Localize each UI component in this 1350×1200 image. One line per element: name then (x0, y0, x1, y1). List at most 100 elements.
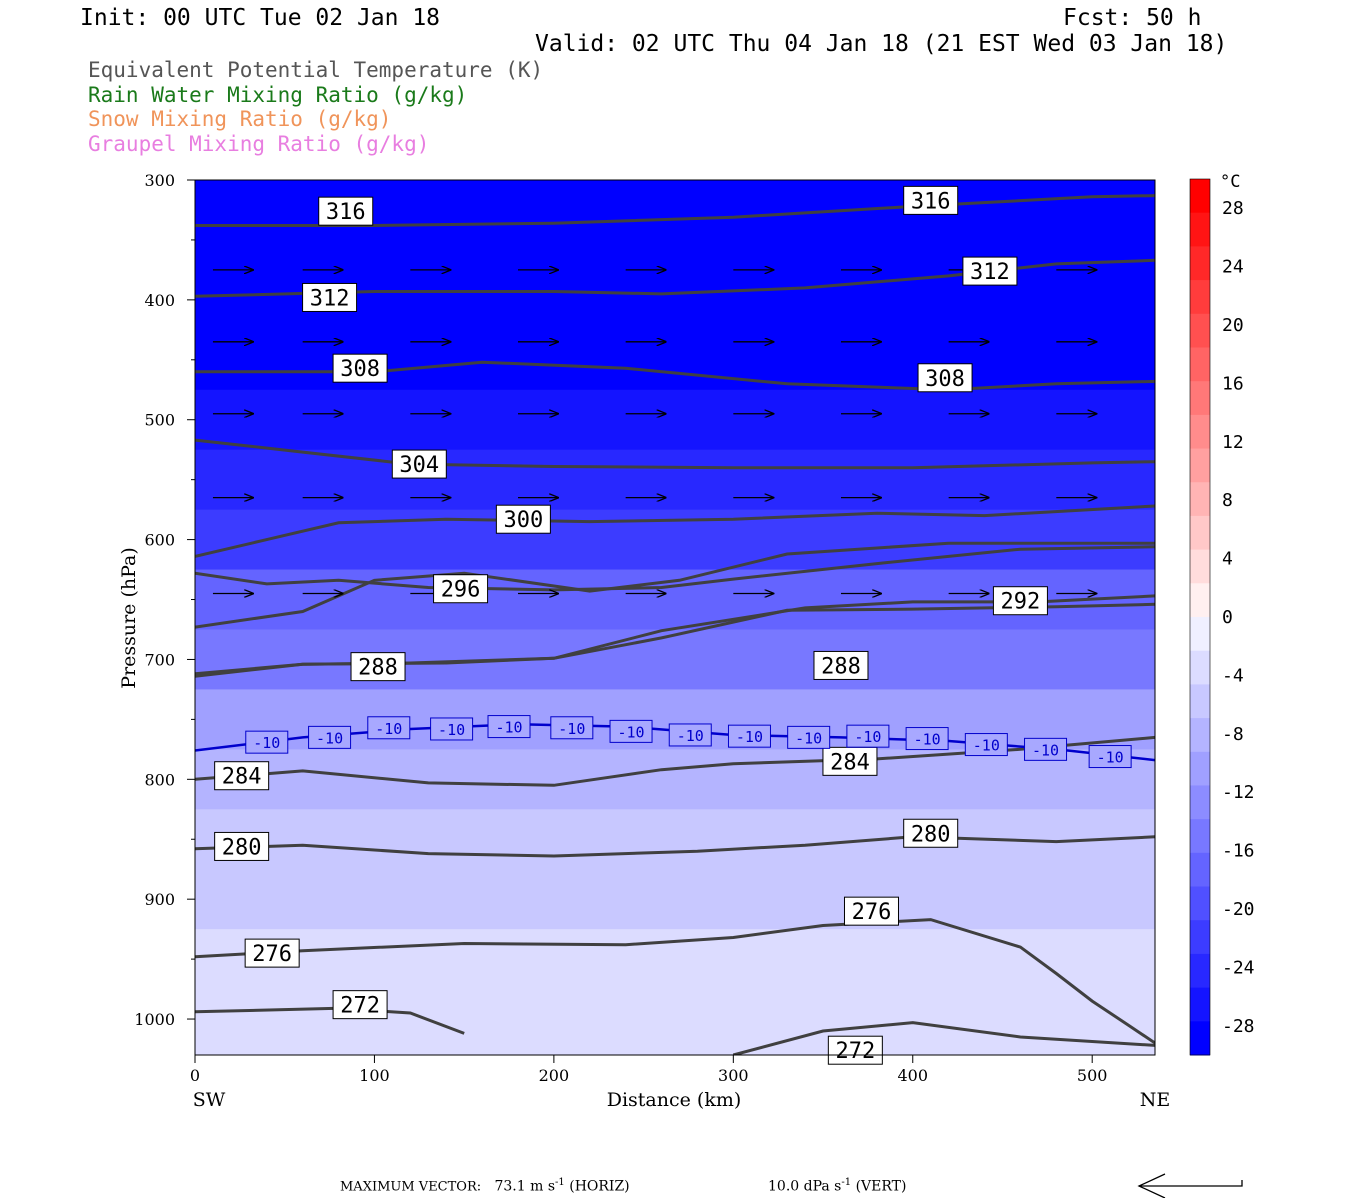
isotherm-label-box (308, 725, 352, 749)
colorbar-tick-label: 0 (1222, 607, 1233, 628)
isotherm-label: -10 (914, 731, 941, 749)
colorbar-tick-label: 8 (1222, 490, 1233, 511)
colorbar-tick-label: -24 (1222, 957, 1255, 978)
theta-e-label-box (495, 504, 551, 534)
theta-e-label-box (903, 818, 959, 848)
theta-e-label-box (244, 938, 300, 968)
theta-e-label-box (992, 586, 1048, 616)
isotherm-label: -10 (495, 719, 522, 737)
isotherm-label: -10 (677, 727, 704, 745)
isotherm-label-box (245, 730, 289, 754)
theta-e-label: 304 (399, 453, 439, 478)
theta-e-contour (195, 835, 1155, 858)
temperature-band (195, 869, 1155, 930)
theta-e-label-box (843, 896, 899, 926)
colorbar-tick-label: 20 (1222, 315, 1244, 336)
colorbar-segment (1190, 852, 1210, 888)
isotherm-label-box (430, 717, 474, 741)
isotherm-label: -10 (795, 729, 822, 747)
colorbar-segment (1190, 684, 1210, 719)
theta-e-label-box (391, 449, 447, 479)
x-tick-label: 200 (539, 1066, 570, 1085)
isotherm-label-box (550, 716, 594, 740)
colorbar-unit: °C (1220, 172, 1240, 192)
theta-e-label-box (827, 1035, 883, 1065)
theta-e-contour (195, 438, 1155, 470)
colorbar-tick-label: 12 (1222, 432, 1244, 453)
theta-e-label: 280 (222, 835, 262, 860)
theta-e-label: 312 (970, 260, 1010, 285)
colorbar-segment (1190, 515, 1210, 551)
init-time: Init: 00 UTC Tue 02 Jan 18 (80, 5, 441, 31)
isotherm-label: -10 (973, 737, 1000, 755)
x-tick-label: 400 (897, 1066, 928, 1085)
colorbar-segment (1190, 785, 1210, 820)
colorbar-segment (1190, 650, 1210, 685)
ne-label: NE (1140, 1089, 1171, 1111)
colorbar-segment (1190, 381, 1210, 416)
temperature-band (195, 389, 1155, 451)
theta-e-label-box (214, 761, 270, 791)
y-tick-label: 900 (144, 890, 175, 909)
temperature-band (195, 749, 1155, 810)
theta-e-label-box (302, 282, 358, 312)
x-axis-label: Distance (km) (607, 1089, 742, 1111)
theta-e-label: 284 (222, 765, 262, 790)
colorbar-tick-label: -20 (1222, 899, 1255, 920)
isotherm-label: -10 (438, 721, 465, 739)
isotherm-label-box (787, 725, 831, 749)
theta-e-contour (195, 504, 1155, 558)
theta-e-label: 300 (503, 508, 543, 533)
valid-time: Valid: 02 UTC Thu 04 Jan 18 (21 EST Wed … (535, 31, 1228, 57)
colorbar-frame (1189, 178, 1211, 1056)
temperature-band (195, 449, 1155, 511)
theta-e-label-box (822, 746, 878, 776)
colorbar-segment (1190, 886, 1210, 921)
colorbar-tick-label: -28 (1222, 1016, 1255, 1037)
sw-label: SW (193, 1089, 226, 1111)
legend-snow: Snow Mixing Ratio (g/kg) (88, 107, 392, 131)
isotherm-label-box (668, 723, 712, 747)
max-vector-label: MAXIMUM VECTOR: (340, 1179, 482, 1195)
y-tick-label: 1000 (134, 1010, 175, 1029)
vert-vector-caption: 10.0 dPa s-1 (VERT) (768, 1177, 906, 1195)
theta-e-label: 272 (340, 994, 380, 1019)
isotherm-label: -10 (316, 729, 343, 747)
isotherm-label-box (1024, 737, 1068, 761)
x-tick-label: 100 (359, 1066, 390, 1085)
forecast-hour: Fcst: 50 h (1063, 5, 1202, 31)
colorbar-segment (1190, 347, 1210, 382)
isotherm-label: -10 (558, 720, 585, 738)
x-tick-label: 300 (718, 1066, 749, 1085)
vert-vector-unit: (VERT) (855, 1178, 907, 1195)
legend-theta-e: Equivalent Potential Temperature (K) (88, 58, 544, 82)
isotherm-label-box (727, 724, 771, 748)
isotherm-label-box (905, 727, 949, 751)
colorbar-segment (1190, 179, 1210, 214)
theta-e-label: 316 (326, 200, 366, 225)
theta-e-label: 284 (830, 750, 870, 775)
y-tick-label: 400 (144, 291, 175, 310)
colorbar-tick-label: -4 (1222, 665, 1244, 686)
colorbar-tick-label: 16 (1222, 373, 1244, 394)
temperature-band (195, 929, 1155, 990)
legend-graupel: Graupel Mixing Ratio (g/kg) (88, 132, 430, 156)
theta-e-label-box (332, 353, 388, 383)
isotherm-label-box (964, 733, 1008, 757)
legend-rain-water: Rain Water Mixing Ratio (g/kg) (88, 83, 468, 107)
colorbar-tick-label: 24 (1222, 257, 1244, 278)
theta-e-label: 308 (925, 367, 965, 392)
colorbar-segment (1190, 920, 1210, 955)
theta-e-label-box (813, 650, 869, 680)
theta-e-label: 288 (821, 654, 861, 679)
colorbar-tick-label: -12 (1222, 782, 1255, 803)
max-vector-caption: MAXIMUM VECTOR: 73.1 m s-1 (HORIZ) (340, 1177, 630, 1195)
colorbar-segment (1190, 583, 1210, 618)
theta-e-label: 276 (252, 942, 292, 967)
colorbar-tick-label: 4 (1222, 549, 1233, 570)
isotherm-label: -10 (375, 720, 402, 738)
colorbar-segment (1190, 819, 1210, 854)
isotherm-label-box (1088, 745, 1132, 769)
theta-e-label-box (433, 574, 489, 604)
